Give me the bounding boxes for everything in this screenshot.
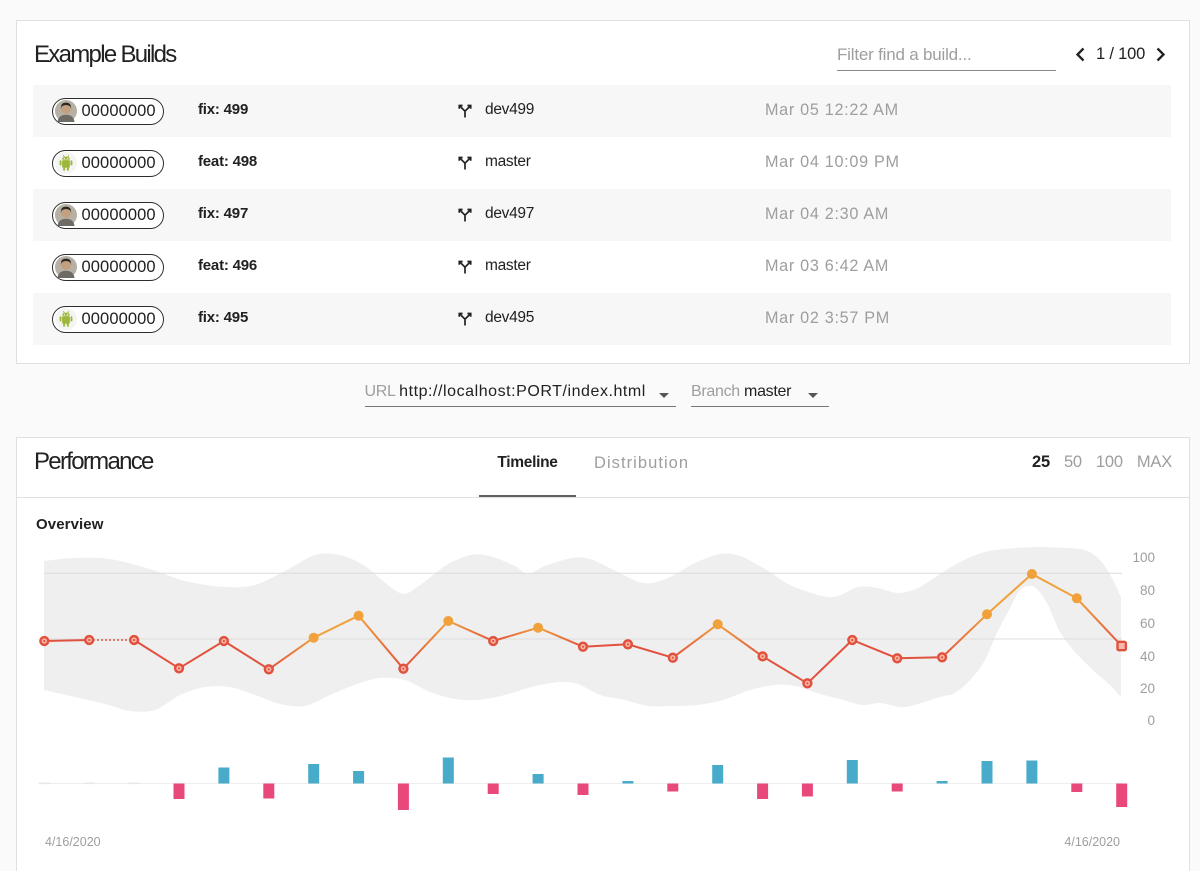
svg-text:20: 20 <box>1140 681 1155 696</box>
svg-text:100: 100 <box>1132 550 1155 565</box>
svg-text:4/16/2020: 4/16/2020 <box>45 835 101 849</box>
svg-text:4/16/2020: 4/16/2020 <box>1064 835 1120 849</box>
svg-text:80: 80 <box>1140 583 1155 598</box>
svg-text:0: 0 <box>1147 713 1155 728</box>
svg-text:40: 40 <box>1140 649 1155 664</box>
svg-text:60: 60 <box>1140 616 1155 631</box>
